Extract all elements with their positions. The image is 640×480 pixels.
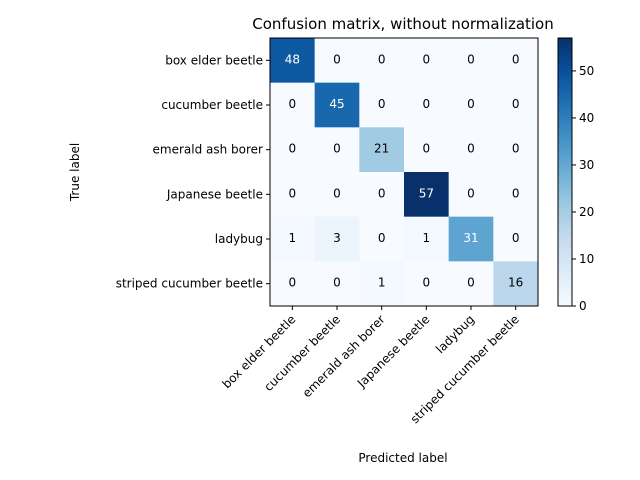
heatmap-cell (270, 127, 316, 173)
heatmap-cell (404, 38, 450, 84)
x-tick-label: ladybug (433, 312, 477, 356)
cell-value-label: 0 (467, 276, 475, 290)
cell-value-label: 0 (423, 142, 431, 156)
cell-value-label: 21 (374, 142, 389, 156)
cell-value-label: 3 (333, 231, 341, 245)
x-tick-label: cucumber beetle (261, 312, 343, 394)
x-axis-label: Predicted label (358, 451, 447, 465)
cell-value-label: 0 (333, 142, 341, 156)
heatmap-cell (314, 261, 360, 307)
y-tick-label: striped cucumber beetle (116, 277, 263, 291)
heatmap-cell (493, 82, 539, 128)
cell-value-label: 0 (512, 52, 520, 66)
y-axis-ticks: box elder beetle cucumber beetle emerald a… (116, 53, 270, 291)
heatmap-cell (359, 261, 405, 307)
heatmap-cell (359, 38, 405, 84)
cell-value-label: 31 (463, 231, 478, 245)
y-tick-label: emerald ash borer (153, 143, 264, 157)
colorbar-tick-label: 40 (579, 111, 594, 125)
heatmap-cell (404, 127, 450, 173)
heatmap-cell (493, 127, 539, 173)
heatmap-cell (404, 82, 450, 128)
heatmap-cell (314, 38, 360, 84)
cell-value-label: 16 (508, 276, 523, 290)
cell-value-label: 0 (512, 231, 520, 245)
cell-value-label: 0 (289, 142, 297, 156)
heatmap-cell (493, 38, 539, 84)
colorbar-ticks: 0 10 20 30 40 50 (572, 64, 594, 313)
heatmap-cell (493, 172, 539, 218)
cell-value-label: 0 (467, 52, 475, 66)
cell-value-label: 57 (419, 186, 434, 200)
cell-value-labels: 48 0 0 0 0 0 0 45 0 0 0 0 0 0 21 0 0 0 0 0 0 57 0 0 1 3 0 1 31 0 0 0 1 0 0… (285, 52, 524, 289)
heatmap-cell (270, 38, 316, 84)
heatmap-cell (448, 216, 494, 262)
colorbar-tick-label: 30 (579, 158, 594, 172)
heatmap-cell (404, 261, 450, 307)
y-axis-label: True label (68, 143, 82, 202)
heatmap-cell (270, 82, 316, 128)
cell-value-label: 0 (333, 186, 341, 200)
cell-value-label: 0 (289, 186, 297, 200)
cell-value-label: 48 (285, 52, 300, 66)
colorbar-tick-label: 0 (579, 299, 587, 313)
cell-value-label: 1 (289, 231, 297, 245)
y-tick-label: Japanese beetle (166, 187, 263, 201)
cell-value-label: 0 (333, 276, 341, 290)
heatmap-cell (404, 172, 450, 218)
cell-value-label: 0 (467, 97, 475, 111)
heatmap-cell (448, 127, 494, 173)
cell-value-label: 0 (289, 97, 297, 111)
colorbar (557, 37, 573, 307)
y-tick-label: box elder beetle (165, 53, 263, 67)
cell-value-label: 0 (423, 276, 431, 290)
heatmap-cells (270, 38, 539, 307)
cell-value-label: 0 (423, 97, 431, 111)
heatmap-cell (493, 216, 539, 262)
heatmap-cell (314, 216, 360, 262)
cell-value-label: 0 (423, 52, 431, 66)
heatmap-cell (493, 261, 539, 307)
heatmap-cell (314, 82, 360, 128)
heatmap-cell (270, 261, 316, 307)
heatmap-cell (359, 216, 405, 262)
cell-value-label: 45 (329, 97, 344, 111)
cell-value-label: 0 (378, 231, 386, 245)
cell-value-label: 0 (333, 52, 341, 66)
cell-value-label: 0 (378, 186, 386, 200)
cell-value-label: 0 (512, 97, 520, 111)
y-tick-label: ladybug (215, 232, 263, 246)
cell-value-label: 0 (512, 186, 520, 200)
x-tick-label: emerald ash borer (300, 312, 388, 400)
heatmap-cell (448, 172, 494, 218)
cell-value-label: 1 (378, 276, 386, 290)
chart-title: Confusion matrix, without normalization (252, 15, 554, 33)
cell-value-label: 0 (378, 52, 386, 66)
colorbar-tick-label: 10 (579, 252, 594, 266)
heatmap-cell (448, 38, 494, 84)
colorbar-tick-label: 20 (579, 205, 594, 219)
heatmap-cell (270, 172, 316, 218)
heatmap-cell (448, 261, 494, 307)
heatmap-cell (270, 216, 316, 262)
colorbar-tick-label: 50 (579, 64, 594, 78)
y-tick-label: cucumber beetle (161, 98, 263, 112)
heatmap-cell (314, 172, 360, 218)
heatmap-cell (359, 82, 405, 128)
cell-value-label: 0 (289, 276, 297, 290)
cell-value-label: 0 (467, 186, 475, 200)
heatmap-cell (359, 172, 405, 218)
heatmap-cell (359, 127, 405, 173)
heatmap-cell (404, 216, 450, 262)
plot-frame (269, 37, 539, 307)
heatmap-cell (448, 82, 494, 128)
cell-value-label: 0 (512, 142, 520, 156)
cell-value-label: 0 (467, 142, 475, 156)
heatmap-cell (314, 127, 360, 173)
cell-value-label: 1 (423, 231, 431, 245)
x-tick-label: box elder beetle (219, 312, 298, 391)
cell-value-label: 0 (378, 97, 386, 111)
